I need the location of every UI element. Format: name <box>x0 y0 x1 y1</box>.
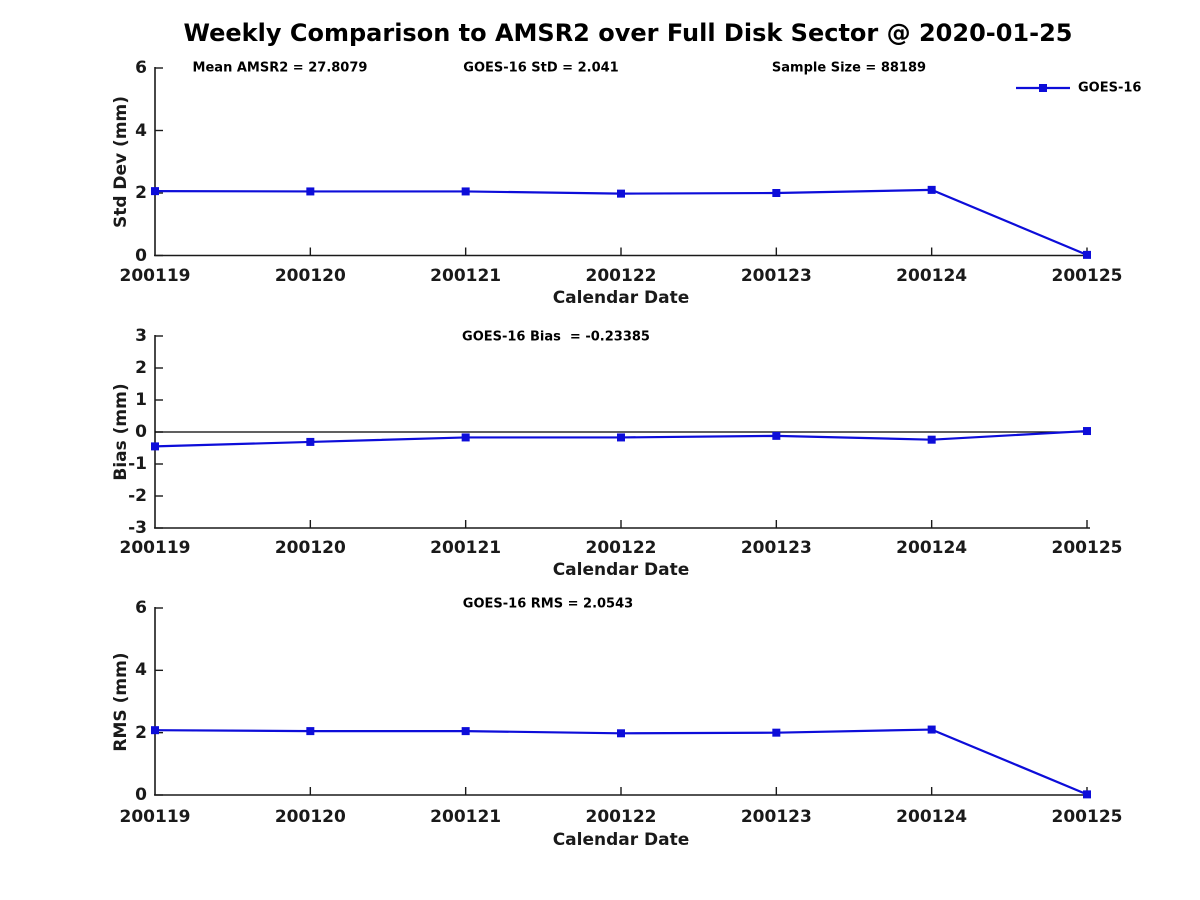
std-dev-y-tick-label: 6 <box>135 58 147 78</box>
legend-marker-icon <box>1039 84 1047 92</box>
legend-label: GOES-16 <box>1078 80 1142 96</box>
bias-y-tick-label: 0 <box>135 422 147 442</box>
rms-x-tick-label: 200124 <box>896 807 968 827</box>
bias-data-marker <box>1083 427 1091 436</box>
sample-size-annotation: Sample Size = 88189 <box>771 60 927 76</box>
bias-plot-group <box>151 335 1091 529</box>
bias-x-axis-label: Calendar Date <box>552 560 690 580</box>
bias-y-tick-label: 1 <box>135 390 147 410</box>
rms-x-axis-label: Calendar Date <box>552 830 690 850</box>
figure-title: Weekly Comparison to AMSR2 over Full Dis… <box>183 19 1073 47</box>
bias-x-tick-label: 200119 <box>119 538 191 558</box>
bias-x-tick-label: 200121 <box>430 538 502 558</box>
rms-series-line <box>154 728 1088 796</box>
rms-y-tick-label: 6 <box>135 598 147 618</box>
std-dev-x-tick-label: 200125 <box>1051 265 1123 286</box>
bias-x-tick-label: 200123 <box>740 538 812 558</box>
rms-x-tick-label: 200123 <box>740 807 812 827</box>
bias-data-marker <box>306 437 315 446</box>
std-dev-data-marker <box>617 189 625 198</box>
bias-x-tick-label: 200120 <box>274 538 346 558</box>
rms-data-marker <box>1083 790 1091 799</box>
stddev-x-axis-label: Calendar Date <box>552 288 690 308</box>
std-dev-x-tick-label: 200122 <box>585 265 657 286</box>
legend-line-marker <box>1016 84 1070 92</box>
std-dev-y-tick-label: 0 <box>135 245 147 266</box>
rms-y-tick-label: 4 <box>135 660 147 681</box>
std-dev-x-tick-label: 200124 <box>896 265 968 286</box>
bias-x-tick-label: 200122 <box>585 538 657 558</box>
bias-x-tick-label: 200125 <box>1051 538 1123 558</box>
std-dev-series-line <box>154 188 1088 256</box>
bias-data-marker <box>461 433 470 442</box>
rms-x-tick-label: 200121 <box>430 807 502 827</box>
bias-y-tick-label: -2 <box>128 486 147 506</box>
goes16-std-annotation: GOES-16 StD = 2.041 <box>463 60 619 76</box>
rms-data-marker <box>927 725 936 734</box>
rms-y-tick-label: 0 <box>135 785 147 805</box>
rms-data-marker <box>461 727 470 736</box>
std-dev-x-tick-label: 200123 <box>740 265 812 286</box>
stddev-plot-group <box>151 67 1091 259</box>
bias-y-tick-label: -1 <box>128 454 147 474</box>
bias-y-tick-label: 3 <box>135 326 147 346</box>
std-dev-data-marker <box>306 187 315 196</box>
mean-amsr2-annotation: Mean AMSR2 = 27.8079 <box>192 60 368 76</box>
stddev-y-axis-label: Std Dev (mm) <box>111 95 131 229</box>
rms-data-marker <box>306 727 315 736</box>
rms-y-axis-label: RMS (mm) <box>111 652 131 752</box>
std-dev-x-tick-label: 200120 <box>274 265 346 286</box>
std-dev-data-marker <box>1083 250 1091 259</box>
bias-data-marker <box>927 435 936 444</box>
rms-x-tick-label: 200125 <box>1051 807 1123 827</box>
std-dev-data-marker <box>461 187 470 196</box>
rms-x-tick-label: 200120 <box>274 807 346 827</box>
rms-subplot-title: GOES-16 RMS = 2.0543 <box>462 596 634 612</box>
std-dev-data-marker <box>151 187 159 196</box>
std-dev-x-tick-label: 200119 <box>119 265 191 286</box>
rms-x-tick-label: 200122 <box>585 807 657 827</box>
bias-subplot-title: GOES-16 Bias = -0.23385 <box>462 329 650 345</box>
rms-x-tick-label: 200119 <box>119 807 191 827</box>
rms-y-tick-label: 2 <box>135 722 147 743</box>
bias-data-marker <box>151 442 159 451</box>
std-dev-x-tick-label: 200121 <box>430 265 502 286</box>
rms-data-marker <box>617 729 625 738</box>
bias-data-marker <box>617 433 625 442</box>
rms-data-marker <box>151 726 159 735</box>
bias-data-marker <box>772 431 781 440</box>
bias-y-tick-label: -3 <box>128 518 147 538</box>
rms-plot-group <box>151 607 1091 799</box>
rms-data-marker <box>772 728 781 737</box>
bias-y-tick-label: 2 <box>135 358 147 378</box>
std-dev-data-marker <box>927 185 936 194</box>
std-dev-data-marker <box>772 189 781 197</box>
std-dev-y-tick-label: 4 <box>135 120 147 141</box>
bias-x-tick-label: 200124 <box>896 538 968 558</box>
std-dev-y-tick-label: 2 <box>135 183 147 203</box>
